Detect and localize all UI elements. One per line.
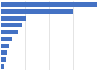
Bar: [1, 16, 26, 21]
Bar: [1, 23, 22, 27]
Bar: [1, 44, 9, 48]
Bar: [1, 64, 4, 69]
Bar: [1, 2, 97, 7]
Bar: [1, 37, 12, 41]
Bar: [1, 57, 6, 62]
Bar: [1, 30, 18, 34]
Bar: [1, 50, 7, 55]
Bar: [1, 9, 73, 14]
